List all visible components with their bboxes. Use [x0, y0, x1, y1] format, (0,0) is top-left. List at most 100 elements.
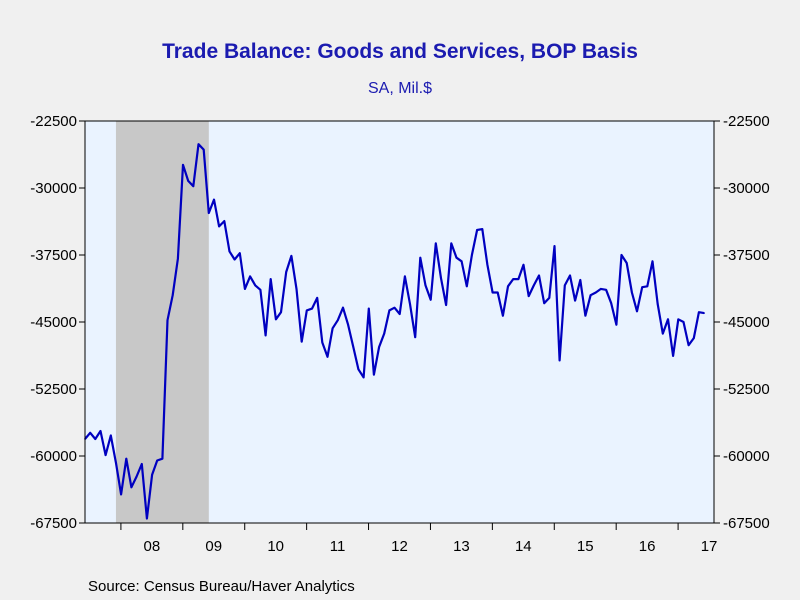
data-point: [233, 258, 236, 261]
data-point: [625, 262, 628, 264]
data-point: [465, 285, 468, 288]
data-point: [440, 277, 442, 280]
x-tick-label: 11: [330, 538, 346, 555]
x-tick-label: 14: [515, 538, 532, 555]
data-point: [367, 307, 370, 310]
data-point: [656, 303, 659, 305]
data-point: [698, 311, 700, 313]
data-point: [135, 475, 138, 478]
x-tick-label: 16: [639, 538, 656, 555]
data-point: [455, 256, 458, 259]
data-point: [208, 212, 210, 214]
data-point: [687, 344, 690, 347]
data-point: [342, 306, 344, 309]
data-point: [393, 306, 396, 309]
data-point: [115, 462, 117, 464]
data-point: [254, 284, 257, 287]
data-point: [223, 220, 226, 222]
data-point: [429, 298, 432, 301]
data-point: [249, 275, 251, 278]
data-point: [373, 373, 375, 376]
data-point: [651, 260, 654, 263]
data-point: [280, 311, 282, 313]
data-point: [177, 257, 179, 260]
y-tick-label-left: -30000: [30, 180, 77, 197]
data-point: [615, 323, 618, 326]
data-point: [703, 312, 705, 314]
y-tick-label-left: -22500: [30, 113, 77, 130]
data-point: [486, 264, 489, 266]
data-point: [548, 297, 551, 299]
y-tick-label-right: -45000: [723, 314, 770, 331]
source-note: Source: Census Bureau/Haver Analytics: [88, 578, 355, 595]
y-tick-label-left: -52500: [30, 381, 77, 398]
data-point: [362, 376, 365, 379]
data-point: [244, 288, 246, 290]
data-point: [496, 291, 499, 294]
data-point: [558, 359, 561, 362]
chart-title: Trade Balance: Goods and Services, BOP B…: [162, 40, 638, 63]
data-point: [275, 318, 277, 321]
data-point: [99, 430, 102, 432]
data-point: [620, 254, 623, 256]
data-point: [481, 228, 484, 230]
data-point: [352, 346, 355, 348]
data-point: [336, 319, 339, 322]
data-point: [662, 332, 664, 335]
y-tick-label-left: -45000: [30, 314, 77, 331]
data-point: [326, 356, 329, 358]
data-point: [398, 313, 401, 315]
data-point: [424, 284, 427, 287]
data-point: [166, 319, 169, 322]
chart-subtitle: SA, Mil.$: [367, 80, 432, 97]
data-point: [321, 341, 324, 344]
x-tick-label: 15: [577, 538, 594, 555]
data-point: [584, 314, 587, 317]
right-y-axis: -22500 -30000 -37500 -45000 -52500 -60000 -675…: [714, 113, 770, 532]
y-tick-label-right: -67500: [723, 515, 770, 532]
data-point: [692, 337, 695, 339]
data-point: [378, 346, 380, 348]
data-point: [522, 264, 525, 266]
data-point: [646, 285, 649, 288]
data-point: [156, 459, 159, 462]
data-point: [94, 438, 97, 440]
x-tick-label: 17: [701, 538, 718, 555]
data-point: [259, 289, 262, 291]
data-point: [218, 225, 220, 228]
data-point: [419, 256, 422, 259]
data-point: [182, 163, 184, 166]
left-y-axis: -22500 -30000 -37500 -45000 -52500 -60000 -675…: [30, 113, 85, 532]
data-point: [527, 295, 530, 297]
data-point: [140, 463, 143, 465]
data-point: [574, 299, 576, 302]
data-point: [404, 275, 406, 278]
data-point: [238, 252, 241, 255]
y-tick-label-right: -60000: [723, 448, 770, 465]
data-point: [383, 332, 386, 335]
data-point: [512, 278, 515, 280]
data-point: [502, 314, 504, 317]
data-point: [192, 185, 195, 188]
x-tick-label: 12: [391, 538, 408, 555]
data-point: [409, 303, 411, 305]
y-tick-label-right: -52500: [723, 381, 770, 398]
series-points: [84, 143, 705, 520]
data-point: [109, 434, 112, 437]
data-point: [146, 517, 148, 520]
x-tick-label: 09: [205, 538, 222, 555]
data-point: [316, 297, 318, 299]
data-point: [197, 143, 200, 146]
data-point: [677, 318, 680, 321]
data-point: [104, 454, 107, 456]
data-point: [125, 457, 128, 460]
x-tick-label: 10: [267, 538, 284, 555]
data-point: [347, 323, 349, 326]
data-point: [130, 486, 133, 489]
data-point: [605, 289, 607, 291]
data-point: [553, 245, 556, 247]
data-point: [589, 294, 592, 297]
data-point: [435, 242, 437, 245]
data-point: [445, 304, 447, 306]
